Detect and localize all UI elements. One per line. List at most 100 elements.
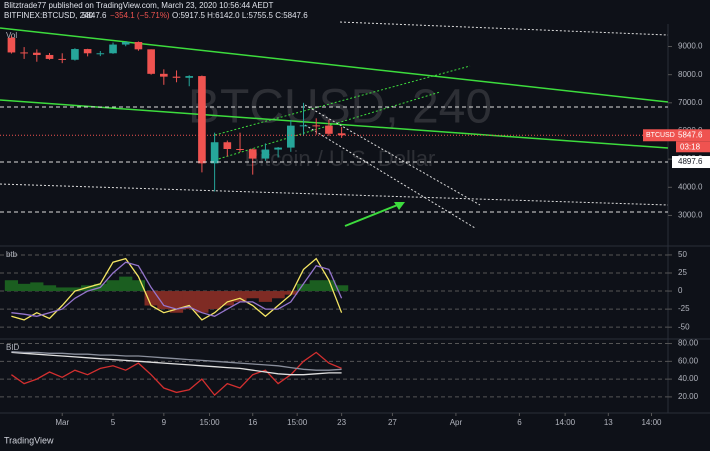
y-tick-label: 25 xyxy=(678,268,687,277)
candle-body xyxy=(121,42,130,45)
x-tick-label: 9 xyxy=(162,418,167,427)
y-tick-label: 60.00 xyxy=(678,356,699,365)
change: −354.1 (−5.71%) xyxy=(110,11,170,20)
series-line xyxy=(11,350,342,371)
candle-body xyxy=(236,148,244,150)
channel-line xyxy=(339,21,669,36)
candle-body xyxy=(45,54,54,59)
y-tick-label: 7000.0 xyxy=(678,98,703,107)
histogram-bar xyxy=(169,291,184,313)
channel-line xyxy=(214,65,471,136)
x-tick-label: 15:00 xyxy=(287,418,308,427)
y-tick-label: 0 xyxy=(678,286,683,295)
x-tick-label: 14:00 xyxy=(641,418,662,427)
histogram-bar xyxy=(246,291,260,299)
candle-body xyxy=(261,149,270,159)
y-tick-label: 3000.0 xyxy=(678,211,703,220)
candle-body xyxy=(248,149,257,159)
channel-line xyxy=(304,124,476,229)
histogram-bar xyxy=(68,287,82,292)
candle-body xyxy=(185,76,194,78)
candle-body xyxy=(96,53,105,55)
candle-body xyxy=(33,52,41,55)
symbol: BITFINEX:BTCUSD, 240 xyxy=(4,11,93,20)
price-label-bg xyxy=(643,129,710,142)
histogram-bar xyxy=(106,280,120,292)
candle-body xyxy=(109,44,117,54)
candle-body xyxy=(210,142,219,164)
candle-body xyxy=(58,58,67,60)
candle-body xyxy=(223,142,232,149)
last-price: 5847.6 xyxy=(82,11,107,20)
histogram-bar xyxy=(4,280,19,292)
y-tick-label: 40.00 xyxy=(678,374,699,383)
y-tick-label: 80.00 xyxy=(678,339,699,348)
series-line xyxy=(11,351,342,376)
candle-body xyxy=(274,147,282,150)
candle-body xyxy=(299,125,308,127)
countdown: 03:18 xyxy=(680,142,701,151)
candle-body xyxy=(160,73,168,77)
histogram-bar xyxy=(131,280,146,292)
histogram-bar xyxy=(30,282,44,292)
candle-body xyxy=(83,49,92,54)
histogram-bar xyxy=(335,285,349,292)
candle-body xyxy=(134,42,143,50)
histogram-bar xyxy=(309,280,323,292)
histogram-bar xyxy=(144,291,158,306)
ohlc: O:5917.5 H:6142.0 L:5755.5 C:5847.6 xyxy=(172,11,308,20)
y-tick-label: 20.00 xyxy=(678,392,699,401)
candle-body xyxy=(337,133,346,136)
histogram-bar xyxy=(182,291,196,310)
histogram-bar xyxy=(195,291,209,313)
candle-body xyxy=(325,125,333,134)
x-tick-label: 14:00 xyxy=(555,418,576,427)
y-tick-label: 4000.0 xyxy=(678,182,703,191)
candle-body xyxy=(198,76,206,164)
x-tick-label: Apr xyxy=(450,418,463,427)
y-tick-label: 50 xyxy=(678,250,687,259)
candle-body xyxy=(71,49,79,60)
series-line xyxy=(11,351,342,397)
x-tick-label: 13 xyxy=(604,418,613,427)
histogram-bar xyxy=(81,285,95,292)
pane-title: btb xyxy=(6,250,18,259)
x-tick-label: 15:00 xyxy=(200,418,221,427)
candle-body xyxy=(20,52,28,54)
histogram-bar xyxy=(233,291,247,302)
series-line xyxy=(11,261,343,317)
x-tick-label: 23 xyxy=(337,418,346,427)
channel-line xyxy=(0,183,669,206)
author-line: Blitztrade77 published on TradingView.co… xyxy=(4,1,273,10)
candle-body xyxy=(7,37,16,53)
y-tick-label: -50 xyxy=(678,322,690,331)
channel-line xyxy=(304,104,481,206)
x-tick-label: 16 xyxy=(248,418,257,427)
watermark-sub: Bitcoin / U.S. Dollar xyxy=(245,146,436,171)
histogram-bar xyxy=(220,291,234,306)
y-tick-label: -25 xyxy=(678,304,690,313)
level-label: 4897.6 xyxy=(678,157,703,166)
histogram-bar xyxy=(296,283,311,292)
price-label-value: 5847.6 xyxy=(678,130,703,139)
y-tick-label: 8000.0 xyxy=(678,70,703,79)
footer-logo: TradingView xyxy=(4,435,54,445)
x-tick-label: 27 xyxy=(388,418,397,427)
x-tick-label: 5 xyxy=(111,418,116,427)
x-tick-label: Mar xyxy=(55,418,69,427)
volume-label: Vol xyxy=(6,31,17,40)
histogram-bar xyxy=(208,291,222,310)
candle-body xyxy=(172,76,181,78)
candle-body xyxy=(147,49,155,74)
x-tick-label: 6 xyxy=(517,418,522,427)
arrow xyxy=(344,203,401,227)
histogram-bar xyxy=(322,280,336,292)
histogram-bar xyxy=(157,291,171,310)
pane-title: BID xyxy=(6,343,20,352)
candle-body xyxy=(287,125,295,148)
histogram-bar xyxy=(119,276,133,292)
histogram-bar xyxy=(284,291,298,295)
countdown-bg xyxy=(676,141,710,153)
